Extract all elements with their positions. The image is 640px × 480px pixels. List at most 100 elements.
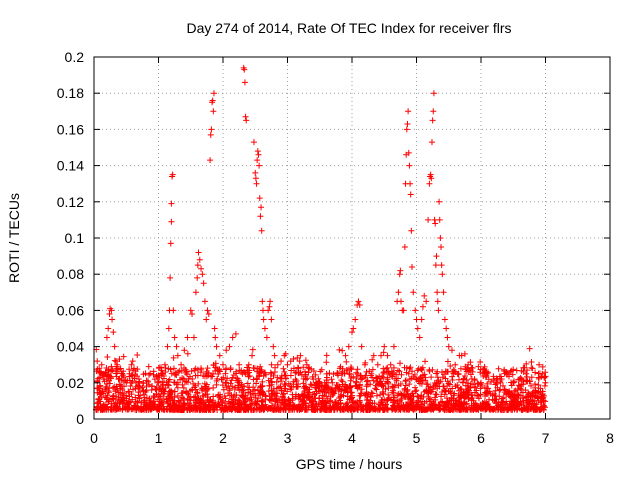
- data-point: [305, 364, 312, 371]
- data-point: [143, 400, 150, 407]
- data-point: [200, 372, 207, 379]
- data-point: [532, 369, 539, 376]
- data-point: [265, 307, 272, 314]
- data-point: [215, 399, 222, 406]
- data-point: [424, 381, 431, 388]
- data-point: [477, 358, 484, 365]
- data-point: [354, 371, 361, 378]
- data-point: [384, 364, 391, 371]
- data-point: [385, 391, 392, 398]
- data-point: [164, 399, 171, 406]
- data-point: [169, 171, 176, 178]
- data-point: [357, 399, 364, 406]
- data-point: [412, 384, 419, 391]
- data-point: [239, 370, 246, 377]
- data-point: [97, 382, 104, 389]
- data-point: [220, 374, 227, 381]
- data-point: [103, 394, 110, 401]
- data-point: [132, 398, 139, 405]
- data-point: [438, 262, 445, 269]
- data-point: [167, 274, 174, 281]
- data-point: [444, 334, 451, 341]
- data-point: [323, 383, 330, 390]
- data-point: [535, 381, 542, 388]
- data-point: [204, 405, 211, 412]
- data-point: [236, 361, 243, 368]
- data-point: [116, 356, 123, 363]
- data-point: [280, 390, 287, 397]
- data-point: [120, 368, 127, 375]
- data-point: [320, 385, 327, 392]
- data-point: [209, 97, 216, 104]
- data-point: [224, 375, 231, 382]
- data-point: [520, 364, 527, 371]
- data-point: [527, 405, 534, 412]
- data-point: [410, 373, 417, 380]
- data-point: [267, 369, 274, 376]
- data-point: [249, 352, 256, 359]
- data-point: [118, 377, 125, 384]
- data-point: [228, 406, 235, 413]
- data-point: [539, 363, 546, 370]
- data-point: [456, 376, 463, 383]
- grid-lines: [94, 57, 610, 419]
- x-tick-label: 2: [219, 430, 227, 446]
- data-point: [316, 394, 323, 401]
- data-point: [194, 274, 201, 281]
- data-point: [427, 389, 434, 396]
- data-point: [241, 383, 248, 390]
- data-point: [126, 377, 133, 384]
- data-point: [450, 367, 457, 374]
- data-point: [161, 375, 168, 382]
- data-point: [129, 386, 136, 393]
- data-point: [199, 271, 206, 278]
- data-point: [240, 387, 247, 394]
- data-point: [485, 390, 492, 397]
- data-point: [126, 370, 133, 377]
- data-point: [342, 352, 349, 359]
- data-point: [438, 393, 445, 400]
- data-point: [273, 378, 280, 385]
- data-point: [245, 361, 252, 368]
- data-point: [382, 401, 389, 408]
- data-point: [344, 388, 351, 395]
- data-point: [483, 406, 490, 413]
- data-point: [524, 399, 531, 406]
- data-point: [370, 377, 377, 384]
- data-point: [444, 398, 451, 405]
- data-point: [113, 393, 120, 400]
- data-point: [212, 334, 219, 341]
- data-point: [141, 394, 148, 401]
- data-point: [429, 366, 436, 373]
- data-point: [283, 375, 290, 382]
- data-point: [129, 406, 136, 413]
- data-point: [462, 393, 469, 400]
- data-point: [484, 370, 491, 377]
- data-point: [186, 400, 193, 407]
- data-point: [278, 372, 285, 379]
- data-point: [201, 380, 208, 387]
- data-point: [128, 361, 135, 368]
- data-point: [519, 389, 526, 396]
- data-point: [312, 371, 319, 378]
- data-point: [171, 400, 178, 407]
- data-point: [356, 301, 363, 308]
- data-point: [316, 378, 323, 385]
- data-point: [434, 380, 441, 387]
- data-point: [523, 360, 530, 367]
- data-point: [324, 374, 331, 381]
- data-point: [406, 376, 413, 383]
- data-point: [165, 394, 172, 401]
- data-point: [265, 388, 272, 395]
- data-point: [97, 401, 104, 408]
- data-point: [302, 371, 309, 378]
- data-point: [120, 353, 127, 360]
- data-point: [250, 406, 257, 413]
- data-point: [143, 406, 150, 413]
- data-point: [194, 262, 201, 269]
- data-point: [263, 334, 270, 341]
- data-point: [100, 376, 107, 383]
- data-point: [382, 386, 389, 393]
- data-point: [260, 316, 267, 323]
- data-point: [236, 367, 243, 374]
